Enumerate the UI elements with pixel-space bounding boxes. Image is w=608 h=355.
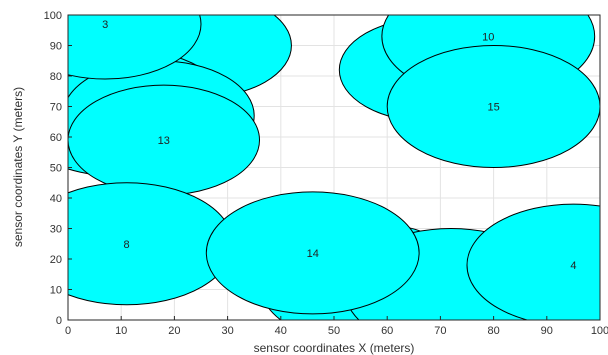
sensor-id-label: 3 [102,19,108,31]
sensor-id-label: 10 [482,31,494,43]
x-tick-label: 100 [591,325,608,337]
x-tick-label: 60 [381,325,393,337]
x-tick-label: 10 [115,325,127,337]
y-tick-label: 100 [44,10,62,22]
y-tick-label: 30 [50,224,62,236]
y-tick-label: 90 [50,41,62,53]
y-axis-ticks: 0 10 20 30 40 50 60 70 80 90 100 [44,10,72,327]
y-tick-label: 60 [50,132,62,144]
x-tick-label: 70 [434,325,446,337]
sensor-coverage-areas [68,15,600,320]
y-tick-label: 50 [50,163,62,175]
x-axis-ticks: 0 10 20 30 40 50 60 70 80 90 100 [65,316,608,337]
sensor-id-label: 13 [158,135,170,147]
x-tick-label: 0 [65,325,71,337]
x-tick-label: 90 [541,325,553,337]
y-tick-label: 80 [50,71,62,83]
sensor-labels: 3 10 15 13 8 14 4 [102,19,576,272]
x-tick-label: 50 [328,325,340,337]
sensor-id-label: 4 [570,260,576,272]
sensor-id-label: 8 [123,239,129,251]
y-tick-label: 20 [50,254,62,266]
x-tick-label: 20 [168,325,180,337]
x-axis-label: sensor coordinates X (meters) [254,341,415,355]
sensor-id-label: 15 [487,102,499,114]
sensor-coverage-circle [205,191,420,315]
y-tick-label: 0 [56,315,62,327]
sensor-id-label: 14 [307,248,319,260]
y-tick-label: 70 [50,102,62,114]
y-axis-label: sensor coordinates Y (meters) [11,87,25,247]
y-tick-label: 40 [50,193,62,205]
sensor-coverage-circle [386,45,600,168]
x-tick-label: 40 [275,325,287,337]
y-tick-label: 10 [50,285,62,297]
x-tick-label: 80 [487,325,499,337]
sensor-coverage-circle [68,15,202,80]
x-tick-label: 30 [221,325,233,337]
sensor-coverage-circle [466,203,600,320]
